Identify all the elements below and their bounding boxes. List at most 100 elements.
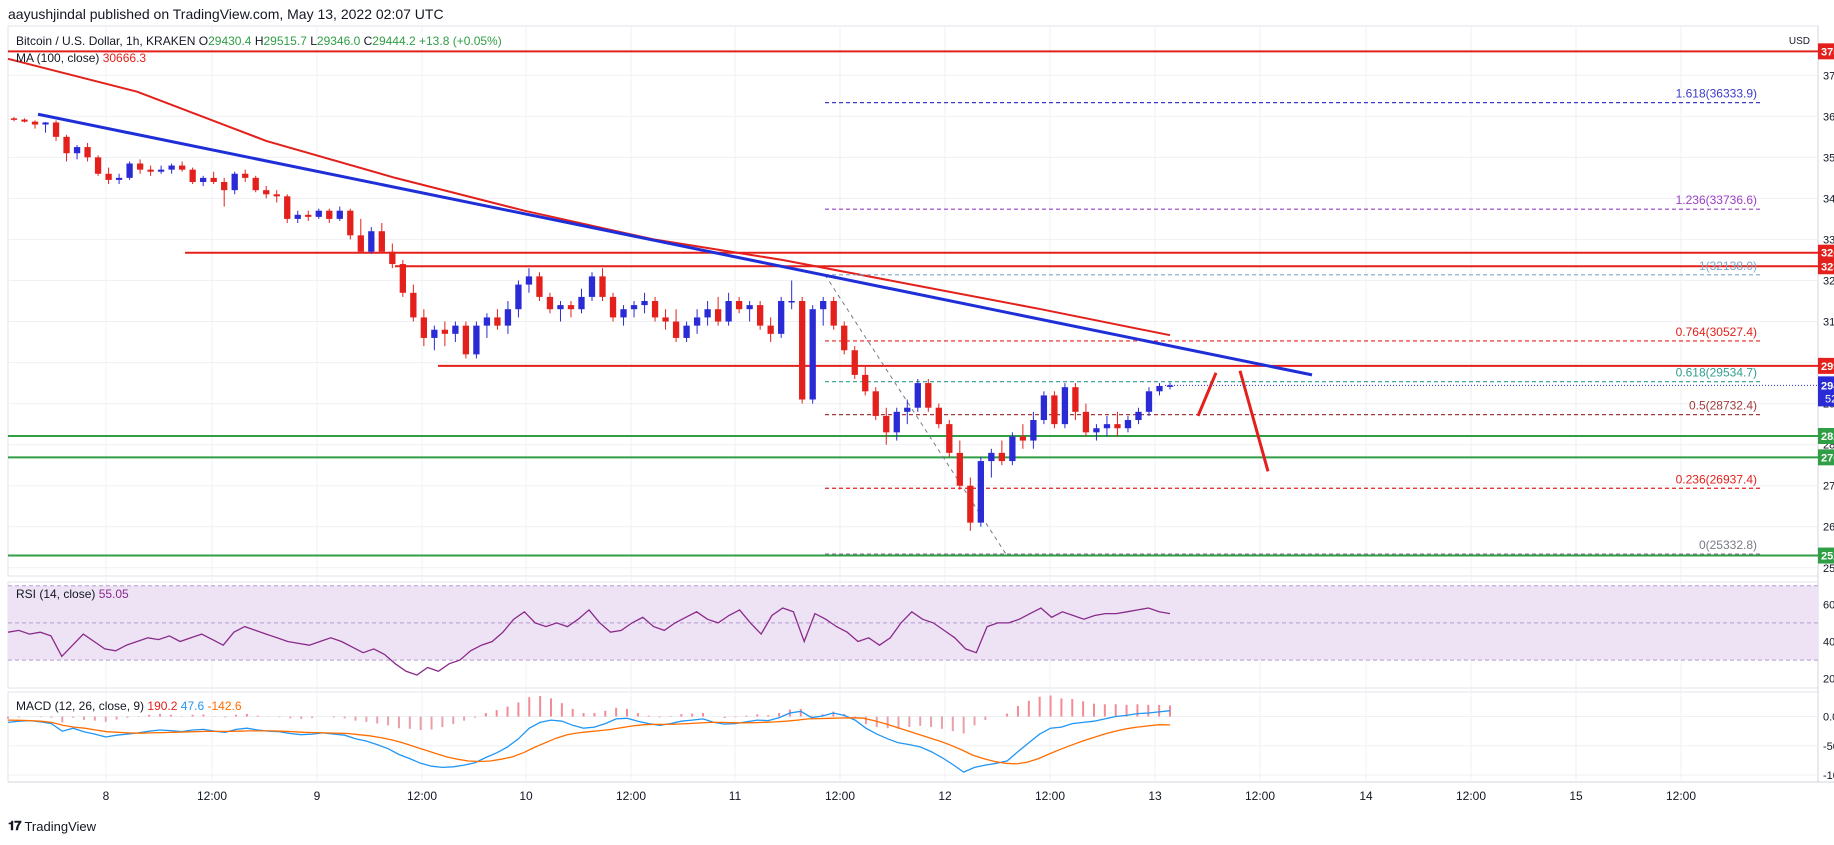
candle-body <box>967 485 974 523</box>
candle-body <box>977 461 984 523</box>
time-axis-label: 11 <box>729 789 742 803</box>
candle-body <box>851 350 858 375</box>
candle-body <box>389 251 396 265</box>
candle-body <box>536 276 543 297</box>
candle-body <box>525 276 533 285</box>
candle-body <box>946 424 953 453</box>
price-axis-label: 33000.0 <box>1823 234 1834 246</box>
candle-body <box>94 157 102 174</box>
candle-body <box>1135 411 1142 421</box>
candle-body <box>294 214 301 219</box>
candle-body <box>157 169 165 172</box>
candle-body <box>1030 420 1037 441</box>
macd-pane <box>7 691 1819 783</box>
candle-body <box>242 173 249 178</box>
fib-level-label: 0(25332.8) <box>1699 538 1757 552</box>
candle-body <box>473 325 480 355</box>
last-price-tag <box>1818 376 1834 407</box>
support-price-tag <box>1818 427 1834 444</box>
resistance-price-tag <box>1818 43 1834 60</box>
tradingview-footer[interactable]: 𝟏𝟕 TradingView <box>8 818 96 834</box>
candle-body <box>452 325 459 334</box>
macd-axis-label: -1000.0 <box>1823 770 1834 782</box>
candle-body <box>714 309 722 322</box>
candle-body <box>126 163 133 178</box>
candle-body <box>1114 424 1121 429</box>
candle-body <box>809 309 816 400</box>
candle-body <box>956 452 963 486</box>
fib-level-label: 0.236(26937.4) <box>1676 472 1757 486</box>
candle-body <box>52 122 60 137</box>
candle-body <box>1019 436 1027 441</box>
price-axis-label: 36000.0 <box>1823 111 1834 123</box>
candle-body <box>263 190 270 195</box>
fib-level-label: 0.764(30527.4) <box>1676 325 1757 339</box>
time-axis-label: 12:00 <box>197 789 227 803</box>
candle-body <box>778 301 785 334</box>
price-axis-label: 37000.0 <box>1823 70 1834 82</box>
fib-level-label: 0.618(29534.7) <box>1676 366 1757 380</box>
candle-body <box>31 121 39 125</box>
candle-body <box>988 452 995 462</box>
price-axis-label: 27000.0 <box>1823 481 1834 493</box>
candle-body <box>1009 436 1016 462</box>
macd-axis-label: 0.0 <box>1823 712 1834 724</box>
candle-body <box>725 301 732 322</box>
price-axis-label: 31000.0 <box>1823 317 1834 329</box>
candle-body <box>378 231 385 252</box>
candle-body <box>10 118 18 120</box>
candle-body <box>462 325 470 355</box>
candle-body <box>630 305 638 310</box>
candle-body <box>21 119 28 122</box>
candle-body <box>767 325 774 334</box>
candle-body <box>672 321 680 338</box>
support-price-tag <box>1818 449 1834 466</box>
candle-body <box>305 214 312 217</box>
resistance-price-tag <box>1818 258 1834 275</box>
publisher-line: aayushjindal published on TradingView.co… <box>8 6 444 22</box>
candle-body <box>420 317 428 338</box>
time-axis-label: 12:00 <box>1456 789 1486 803</box>
candle-body <box>820 301 827 310</box>
time-axis-label: 12:00 <box>407 789 437 803</box>
candle-body <box>1051 395 1058 425</box>
candle-body <box>84 147 91 158</box>
candle-body <box>914 383 921 408</box>
time-axis-label: 15 <box>1569 789 1583 803</box>
footer-brand: TradingView <box>24 818 97 834</box>
candle-body <box>546 296 554 310</box>
candle-body <box>347 210 354 236</box>
candle-body <box>273 194 280 197</box>
symbol-line: Bitcoin / U.S. Dollar, 1h, KRAKEN O29430… <box>16 34 502 48</box>
candle-body <box>841 325 848 351</box>
price-axis-label: 32000.0 <box>1823 275 1834 287</box>
candle-body <box>504 309 512 326</box>
price-axis-label: 26000.0 <box>1823 522 1834 534</box>
candle-body <box>73 147 81 154</box>
tradingview-logo-icon: 𝟏𝟕 <box>8 818 22 833</box>
last-price-countdown: 52:11 <box>1825 393 1834 405</box>
candle-body <box>136 163 144 170</box>
candle-body <box>830 301 837 326</box>
candle-body <box>326 210 333 219</box>
candle-body <box>704 309 711 318</box>
candle-body <box>357 235 364 252</box>
support-price-label: 27691.3 <box>1821 452 1834 464</box>
candle-body <box>221 181 228 191</box>
candle-body <box>210 177 217 182</box>
candle-body <box>609 296 617 318</box>
candle-body <box>494 317 501 326</box>
resistance-price-tag <box>1818 357 1834 374</box>
resistance-price-tag <box>1818 244 1834 261</box>
candle-body <box>1093 428 1100 433</box>
candle-body <box>1145 391 1153 412</box>
time-axis-label: 9 <box>314 789 321 803</box>
price-axis-label: 28000.0 <box>1823 440 1834 452</box>
candle-body <box>105 173 112 180</box>
candle-body <box>410 292 417 318</box>
candle-body <box>1072 387 1079 412</box>
candle-body <box>1061 387 1069 425</box>
candle-body <box>1156 385 1163 392</box>
support-price-tag <box>1818 547 1834 564</box>
